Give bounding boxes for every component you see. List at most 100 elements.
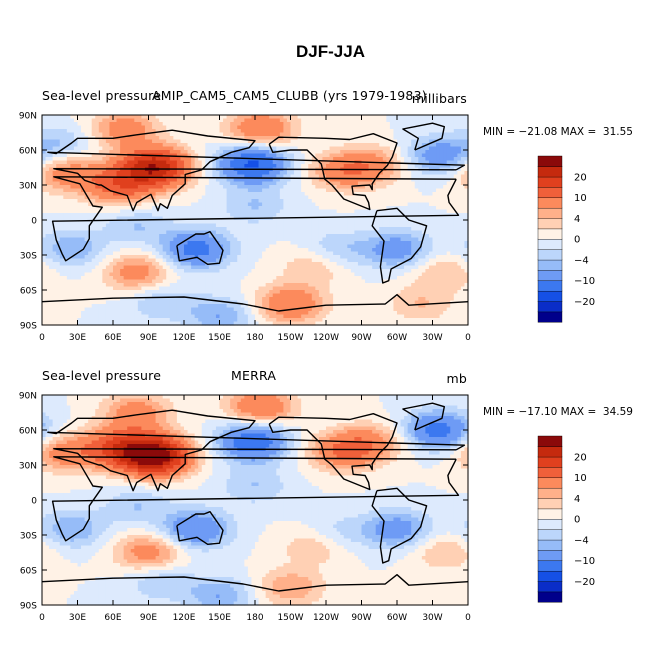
field-cell [152, 164, 157, 169]
field-cell [223, 185, 228, 190]
field-cell [148, 199, 153, 204]
field-cell [247, 188, 253, 193]
field-cell [375, 178, 380, 183]
field-cell [233, 164, 238, 169]
field-cell [169, 157, 174, 162]
field-cell [294, 171, 299, 176]
field-cell [120, 195, 125, 200]
field-cell [166, 160, 171, 165]
field-cell [393, 139, 398, 144]
field-cell [66, 230, 71, 235]
field-cell [141, 213, 146, 218]
field-cell [166, 199, 171, 204]
field-cell [166, 132, 171, 137]
field-cell [91, 230, 96, 235]
field-cell [148, 146, 153, 151]
field-cell [318, 244, 324, 249]
field-cell [397, 202, 402, 207]
field-cell [180, 255, 185, 260]
field-cell [187, 213, 192, 218]
field-cell [460, 220, 466, 225]
field-cell [105, 223, 111, 228]
field-cell [194, 234, 199, 239]
field-cell [223, 209, 228, 214]
field-cell [393, 255, 398, 260]
field-cell [439, 202, 444, 207]
field-cell [91, 192, 96, 197]
field-cell [318, 164, 324, 169]
field-cell [81, 181, 86, 186]
field-cell [88, 139, 93, 144]
field-cell [350, 185, 355, 190]
field-cell [49, 241, 54, 246]
field-cell [439, 160, 444, 165]
field-cell [198, 192, 203, 197]
field-cell [294, 241, 299, 246]
field-cell [98, 234, 103, 239]
field-cell [159, 174, 164, 179]
field-cell [45, 241, 50, 246]
field-cell [141, 181, 146, 186]
field-cell [208, 150, 213, 155]
field-cell [276, 125, 281, 130]
field-cell [52, 223, 57, 228]
field-cell [130, 129, 135, 134]
field-cell [368, 136, 373, 141]
field-cell [411, 185, 416, 190]
field-cell [148, 230, 153, 235]
field-cell [251, 171, 256, 176]
field-cell [283, 164, 288, 169]
field-cell [347, 237, 352, 242]
field-cell [77, 199, 82, 204]
field-cell [411, 209, 416, 214]
field-cell [428, 206, 434, 211]
field-cell [219, 206, 224, 211]
field-cell [283, 153, 288, 158]
field-cell [315, 125, 320, 130]
field-cell [258, 118, 263, 123]
field-cell [279, 209, 284, 214]
field-cell [326, 220, 331, 225]
field-cell [290, 146, 295, 151]
field-cell [400, 241, 405, 246]
field-cell [120, 150, 125, 155]
field-cell [301, 255, 306, 260]
field-cell [258, 143, 263, 148]
field-cell [59, 230, 64, 235]
field-cell [73, 178, 79, 183]
field-cell [113, 122, 118, 127]
field-cell [389, 115, 395, 120]
field-cell [109, 115, 114, 120]
field-cell [368, 157, 373, 162]
field-cell [393, 230, 398, 235]
field-cell [336, 251, 341, 256]
field-cell [333, 171, 338, 176]
field-cell [407, 122, 412, 127]
field-cell [226, 115, 231, 120]
field-cell [308, 118, 313, 123]
field-cell [411, 143, 416, 148]
field-cell [386, 129, 391, 134]
field-cell [357, 164, 363, 169]
field-cell [102, 178, 107, 183]
field-cell [464, 115, 469, 120]
field-cell [137, 223, 142, 228]
field-cell [105, 227, 111, 232]
field-cell [155, 258, 160, 263]
field-cell [375, 227, 380, 232]
field-cell [436, 209, 441, 214]
field-cell [84, 230, 89, 235]
field-cell [290, 216, 295, 221]
field-cell [109, 258, 114, 263]
field-cell [70, 234, 75, 239]
field-cell [375, 188, 380, 193]
field-cell [393, 174, 398, 179]
field-cell [329, 143, 334, 148]
field-cell [91, 160, 96, 165]
field-cell [95, 181, 100, 186]
field-cell [194, 139, 199, 144]
field-cell [173, 213, 178, 218]
field-cell [457, 167, 462, 172]
field-cell [329, 181, 334, 186]
field-cell [262, 132, 267, 137]
